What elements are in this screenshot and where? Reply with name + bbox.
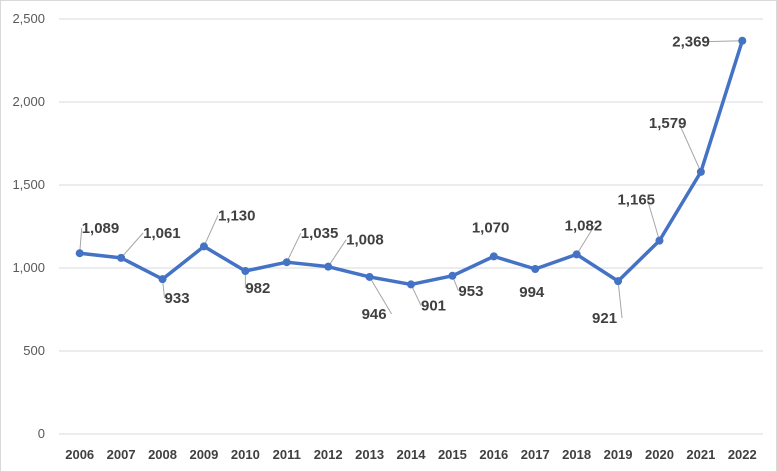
y-tick-label: 500 — [23, 343, 45, 358]
x-tick-label: 2011 — [273, 447, 301, 462]
leader-line — [576, 225, 596, 255]
x-tick-label: 2010 — [231, 447, 260, 462]
leader-line — [120, 232, 144, 259]
leader-line — [678, 122, 702, 173]
data-label-2008: 933 — [165, 290, 190, 307]
leader-line — [646, 199, 660, 241]
data-point-2015 — [448, 271, 457, 280]
leader-line — [203, 215, 219, 247]
data-label-2012: 1,008 — [346, 232, 384, 249]
leader-line — [617, 281, 623, 319]
x-tick-label: 2013 — [355, 447, 384, 462]
data-label-2017: 994 — [519, 284, 545, 301]
x-tick-label: 2022 — [728, 447, 757, 462]
y-tick-label: 2,500 — [12, 11, 45, 26]
x-tick-label: 2020 — [645, 447, 674, 462]
x-tick-label: 2008 — [148, 447, 177, 462]
data-label-2009: 1,130 — [218, 207, 256, 224]
x-tick-label: 2019 — [604, 447, 633, 462]
label-leader-lines — [79, 40, 743, 319]
data-point-2010 — [241, 266, 250, 275]
data-points — [75, 36, 747, 289]
y-tick-label: 1,000 — [12, 260, 45, 275]
x-tick-label: 2014 — [397, 447, 427, 462]
leader-line — [702, 40, 743, 43]
data-point-2016 — [489, 252, 498, 261]
data-label-2010: 982 — [245, 280, 270, 297]
data-label-2021: 1,579 — [649, 115, 687, 132]
data-point-2017 — [531, 264, 540, 273]
x-tick-label: 2017 — [521, 447, 550, 462]
data-label-2019: 921 — [592, 310, 617, 327]
data-label-2022: 2,369 — [672, 34, 710, 51]
x-tick-label: 2007 — [107, 447, 136, 462]
data-point-2011 — [282, 258, 291, 267]
data-point-2022 — [738, 36, 747, 45]
x-tick-label: 2006 — [65, 447, 94, 462]
data-label-2007: 1,061 — [143, 225, 181, 242]
x-tick-label: 2012 — [314, 447, 343, 462]
data-label-2020: 1,165 — [617, 192, 655, 209]
x-tick-label: 2016 — [479, 447, 508, 462]
data-labels: 1,089 1,061 933 1,130 982 1,035 1,008 946 901 953… — [82, 34, 710, 327]
data-point-2012 — [324, 262, 333, 271]
data-label-2014: 901 — [421, 297, 446, 314]
data-point-2013 — [365, 272, 374, 281]
x-tick-label: 2021 — [686, 447, 715, 462]
data-point-2021 — [696, 167, 705, 176]
leader-line — [286, 232, 302, 263]
y-tick-label: 0 — [38, 426, 45, 441]
data-point-2007 — [117, 253, 126, 262]
data-point-2009 — [199, 242, 208, 251]
data-label-2011: 1,035 — [301, 225, 339, 242]
data-point-2008 — [158, 275, 167, 284]
data-label-2006: 1,089 — [82, 220, 120, 237]
y-axis-ticks: 0 500 1,000 1,500 2,000 2,500 — [12, 11, 45, 441]
data-label-2016: 1,070 — [472, 219, 510, 236]
x-axis-ticks: 2006 2007 2008 2009 2010 2011 2012 2013 2014 2015… — [65, 447, 757, 462]
series-line — [77, 38, 745, 287]
series-line-group — [77, 38, 745, 287]
data-point-2020 — [655, 236, 664, 245]
leader-line — [79, 228, 83, 254]
data-label-2018: 1,082 — [565, 217, 603, 234]
x-tick-label: 2018 — [562, 447, 591, 462]
data-label-2013: 946 — [362, 306, 387, 323]
leader-line — [369, 276, 393, 315]
y-tick-label: 1,500 — [12, 177, 45, 192]
data-point-2006 — [75, 249, 84, 258]
leader-line — [327, 239, 347, 267]
data-point-2014 — [407, 280, 415, 289]
data-point-2018 — [572, 250, 581, 259]
data-point-2019 — [614, 277, 623, 286]
data-label-2015: 953 — [458, 283, 483, 300]
x-tick-label: 2009 — [189, 447, 218, 462]
x-tick-label: 2015 — [438, 447, 467, 462]
y-tick-label: 2,000 — [12, 94, 45, 109]
